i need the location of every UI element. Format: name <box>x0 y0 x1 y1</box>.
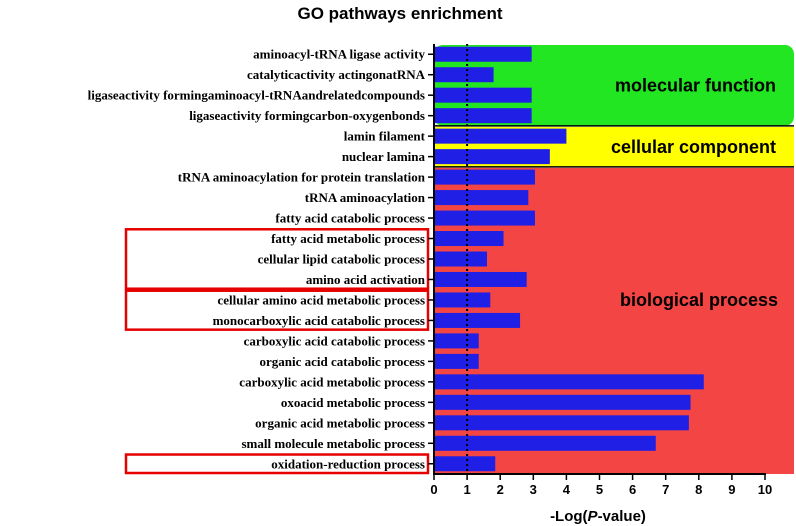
bar <box>434 456 496 472</box>
category-label: cellular lipid catabolic process <box>258 252 425 267</box>
bar <box>434 231 504 247</box>
category-label: monocarboxylic acid catabolic process <box>213 313 425 328</box>
x-tick-label: 2 <box>497 482 504 497</box>
bar <box>434 190 529 206</box>
bar <box>434 312 521 328</box>
bar <box>434 353 479 369</box>
category-label: organic acid metabolic process <box>255 415 425 430</box>
category-label: aminoacyl-tRNA ligase activity <box>253 47 425 62</box>
region-label: cellular component <box>611 137 776 157</box>
category-label: organic acid catabolic process <box>260 354 426 369</box>
region-label: molecular function <box>615 75 776 95</box>
category-label: oxidation-reduction process <box>271 456 425 471</box>
category-label: fatty acid metabolic process <box>271 231 425 246</box>
x-tick-label: 5 <box>596 482 603 497</box>
category-label: ligaseactivity formingcarbon-oxygenbonds <box>189 108 425 123</box>
bar <box>434 149 550 165</box>
category-label: cellular amino acid metabolic process <box>218 292 426 307</box>
bar <box>434 435 656 451</box>
category-label: lamin filament <box>344 129 426 144</box>
bar <box>434 210 535 226</box>
category-label: fatty acid catabolic process <box>275 211 425 226</box>
bar <box>434 251 487 267</box>
x-tick-label: 1 <box>463 482 470 497</box>
bar <box>434 128 567 144</box>
category-label: carboxylic acid catabolic process <box>244 333 425 348</box>
bar <box>434 333 479 349</box>
region-molecular-function <box>434 45 794 126</box>
bar <box>434 394 691 410</box>
bar <box>434 415 689 431</box>
bar <box>434 108 532 124</box>
x-tick-label: 9 <box>728 482 735 497</box>
x-tick-label: 3 <box>530 482 537 497</box>
x-tick-label: 8 <box>695 482 702 497</box>
category-label: ligaseactivity formingaminoacyl-tRNAandr… <box>88 88 425 103</box>
category-label: tRNA aminoacylation for protein translat… <box>178 170 426 185</box>
category-label: amino acid activation <box>306 272 426 287</box>
x-tick-label: 4 <box>563 482 571 497</box>
x-tick-label: 6 <box>629 482 636 497</box>
bar <box>434 271 527 287</box>
x-axis-label-prefix: -Log( <box>550 508 587 525</box>
region-label: biological process <box>620 290 778 310</box>
category-label: small molecule metabolic process <box>241 436 425 451</box>
bar <box>434 374 704 390</box>
x-axis-label-italic: P <box>588 508 599 525</box>
category-label: catalyticactivity actingonatRNA <box>247 67 426 82</box>
highlight-box <box>124 289 430 331</box>
category-label: tRNA aminoacylation <box>305 190 426 205</box>
x-tick-label: 10 <box>758 482 772 497</box>
bar <box>434 169 535 185</box>
bar <box>434 46 532 62</box>
x-axis-label-suffix: -value) <box>598 508 646 525</box>
bar <box>434 87 532 103</box>
chart-title: GO pathways enrichment <box>298 4 503 23</box>
x-axis-label: -Log(P-value) <box>550 508 646 525</box>
category-label: carboxylic acid metabolic process <box>239 374 425 389</box>
x-tick-label: 7 <box>662 482 669 497</box>
bar <box>434 67 494 83</box>
bar <box>434 292 491 308</box>
x-tick-label: 0 <box>430 482 437 497</box>
category-label: nuclear lamina <box>342 149 426 164</box>
category-label: oxoacid metabolic process <box>281 395 425 410</box>
